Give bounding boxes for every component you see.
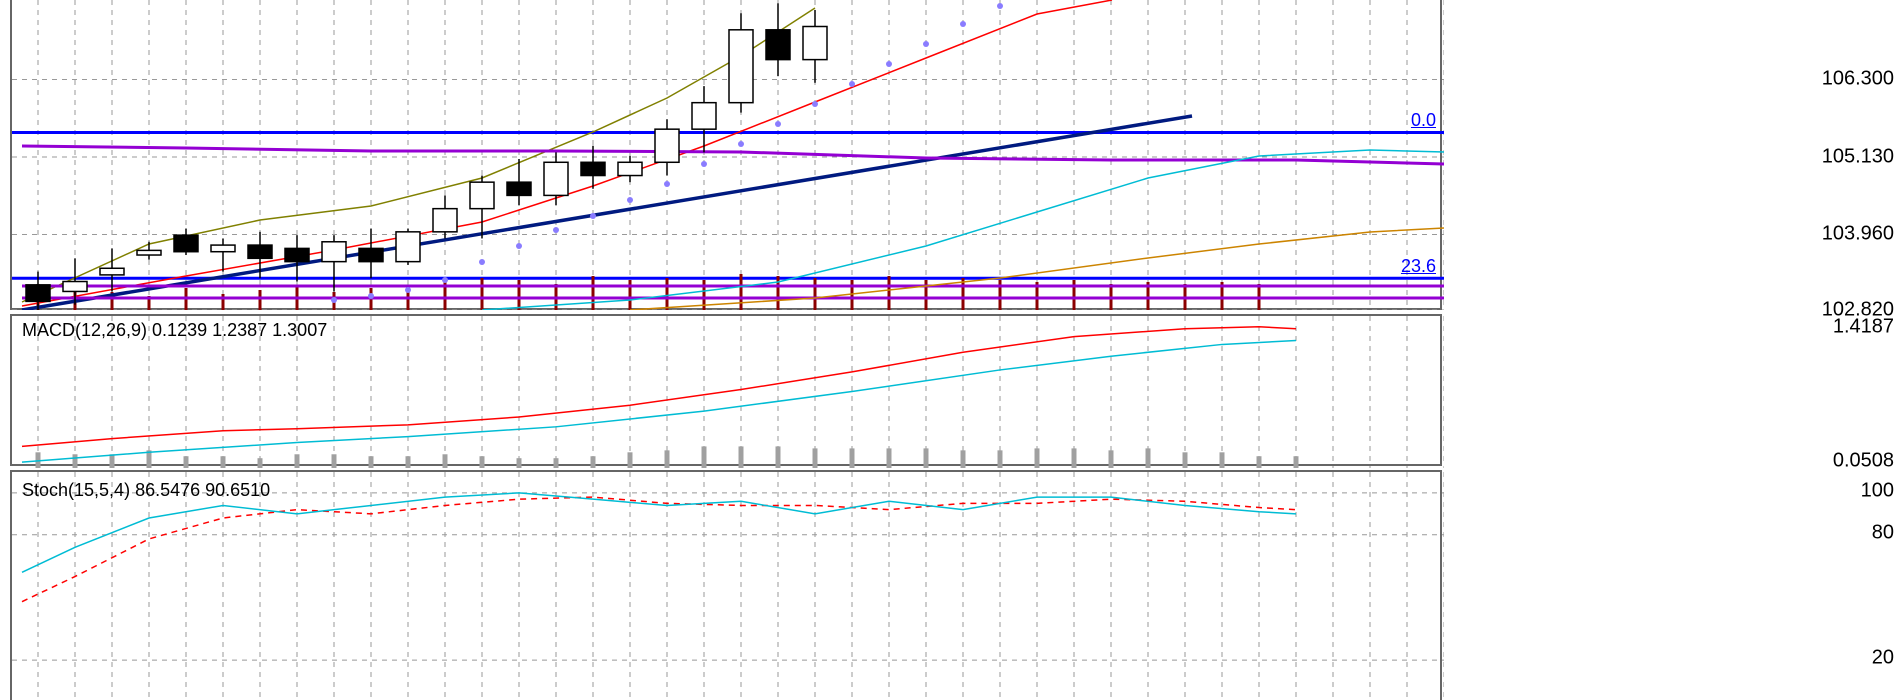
price-ytick-label: 106.300 — [1822, 68, 1894, 91]
chart-container: { "layout": { "width": 1900, "height": 7… — [0, 0, 1900, 700]
stoch-title: Stoch(15,5,4) 86.5476 90.6510 — [22, 480, 270, 501]
stoch-ytick-label: 80 — [1872, 521, 1894, 544]
stoch-ytick-label: 20 — [1872, 647, 1894, 670]
fib-level-label: 0.0 — [1411, 110, 1436, 131]
price-ytick-label: 103.960 — [1822, 223, 1894, 246]
fib-level-label: 23.6 — [1401, 256, 1436, 277]
price-ytick-label: 105.130 — [1822, 145, 1894, 168]
macd-panel[interactable]: MACD(12,26,9) 0.1239 1.2387 1.3007 — [10, 314, 1442, 466]
macd-title: MACD(12,26,9) 0.1239 1.2387 1.3007 — [22, 320, 327, 341]
price-chart-panel[interactable]: 0.0 23.6 — [10, 0, 1442, 310]
stoch-yaxis: 100 80 20 — [1442, 470, 1900, 700]
stoch-panel[interactable]: Stoch(15,5,4) 86.5476 90.6510 — [10, 470, 1442, 700]
price-chart-svg — [12, 0, 1444, 310]
macd-ytick-label: 1.4187 — [1833, 315, 1894, 338]
stoch-chart-svg — [12, 472, 1444, 700]
price-yaxis: 102.820103.960105.130106.300 — [1442, 0, 1900, 310]
stoch-ytick-label: 100 — [1861, 479, 1894, 502]
macd-yaxis: 0.05081.4187 — [1442, 314, 1900, 466]
